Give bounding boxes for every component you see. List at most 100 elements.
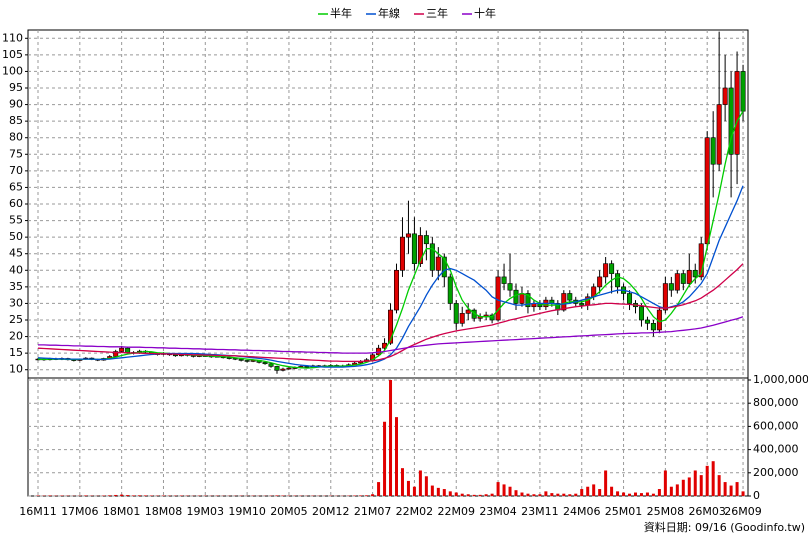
- y-tick-label: 95: [9, 81, 23, 94]
- volume-bar: [383, 421, 387, 496]
- y-tick-label: 15: [9, 346, 23, 359]
- volume-bar: [663, 470, 667, 496]
- candle-body: [603, 263, 609, 278]
- volume-bar: [108, 495, 112, 496]
- volume-bar: [460, 493, 464, 496]
- candle-body: [668, 283, 674, 291]
- candle-body: [495, 276, 501, 321]
- volume-bar: [114, 494, 118, 496]
- x-tick-label: 19M03: [187, 505, 225, 518]
- candle-body: [716, 104, 722, 165]
- y-tick-label: 30: [9, 296, 23, 309]
- candle-body: [686, 269, 692, 284]
- volume-bar: [412, 486, 416, 496]
- candle-body: [627, 293, 633, 304]
- y-tick-label: 20: [9, 330, 23, 343]
- ma-line: [37, 110, 744, 369]
- volume-bar: [502, 484, 506, 496]
- y-tick-label: 1,000,000: [753, 373, 808, 386]
- y-tick-label: 25: [9, 313, 23, 326]
- volume-bar: [526, 493, 530, 496]
- candle-body: [597, 276, 603, 288]
- candle-body: [453, 303, 459, 324]
- volume-bar: [490, 493, 494, 496]
- y-tick-label: 0: [753, 489, 760, 502]
- candle-body: [698, 243, 704, 278]
- volume-bar: [705, 465, 709, 496]
- volume-bar: [693, 470, 697, 496]
- volume-bar: [418, 470, 422, 496]
- volume-bar: [484, 494, 488, 496]
- volume-bar: [120, 494, 124, 496]
- y-tick-label: 85: [9, 114, 23, 127]
- volume-bar: [132, 495, 136, 496]
- candle-body: [244, 360, 250, 362]
- volume-bar: [442, 489, 446, 496]
- candle-body: [286, 367, 292, 370]
- volume-bar: [723, 482, 727, 496]
- x-tick-label: 25M01: [605, 505, 643, 518]
- volume-bar: [699, 475, 703, 496]
- volume-bar: [48, 495, 52, 496]
- candle-body: [567, 293, 573, 301]
- volume-bar: [717, 475, 721, 496]
- volume-bar: [735, 482, 739, 496]
- x-tick-label: 20M12: [312, 505, 350, 518]
- x-tick-label: 24M06: [563, 505, 601, 518]
- x-tick-label: 20M05: [270, 505, 308, 518]
- volume-bar: [430, 485, 434, 496]
- y-tick-label: 200,000: [753, 466, 799, 479]
- y-tick-label: 80: [9, 131, 23, 144]
- volume-bar: [508, 486, 512, 496]
- candle-body: [740, 71, 746, 112]
- volume-bar: [532, 494, 536, 496]
- x-tick-label: 18M01: [103, 505, 141, 518]
- candle-body: [280, 368, 286, 371]
- volume-bar: [544, 491, 548, 496]
- volume-bar: [604, 470, 608, 496]
- y-tick-label: 35: [9, 280, 23, 293]
- volume-bar: [592, 484, 596, 496]
- volume-bar: [389, 380, 393, 496]
- candle-body: [399, 236, 405, 271]
- y-tick-label: 55: [9, 214, 23, 227]
- x-tick-label: 22M09: [438, 505, 476, 518]
- candle-body: [710, 137, 716, 165]
- candle-body: [704, 137, 710, 245]
- volume-bar: [538, 494, 542, 496]
- candle-body: [525, 293, 531, 308]
- volume-bar: [574, 493, 578, 496]
- volume-bar: [144, 495, 148, 496]
- x-tick-label: 19M10: [228, 505, 266, 518]
- legend-label: 年線: [378, 6, 400, 20]
- candle-body: [405, 233, 411, 238]
- candle-body: [388, 309, 394, 344]
- volume-bar: [126, 495, 130, 496]
- candle-body: [119, 347, 125, 352]
- y-tick-label: 50: [9, 230, 23, 243]
- y-tick-label: 45: [9, 247, 23, 260]
- y-tick-label: 90: [9, 98, 23, 111]
- candle-body: [489, 314, 495, 321]
- volume-bar: [371, 494, 375, 496]
- volume-bar: [616, 491, 620, 496]
- y-tick-label: 800,000: [753, 396, 799, 409]
- candle-body: [662, 283, 668, 311]
- candle-body: [429, 243, 435, 271]
- candle-body: [615, 273, 621, 288]
- legend-label: 三年: [426, 6, 448, 20]
- y-tick-label: 110: [2, 31, 23, 44]
- legend-label: 半年: [330, 6, 352, 20]
- volume-bar: [395, 417, 398, 496]
- y-tick-label: 100: [2, 64, 23, 77]
- candle-body: [435, 256, 441, 271]
- x-tick-label: 16M11: [19, 505, 57, 518]
- y-tick-label: 65: [9, 180, 23, 193]
- candle-body: [692, 269, 698, 278]
- footer: 資料日期: 09/16 (Goodinfo.tw): [644, 520, 805, 534]
- volume-bar: [84, 495, 88, 496]
- candle-body: [274, 366, 280, 371]
- candle-body: [447, 276, 453, 304]
